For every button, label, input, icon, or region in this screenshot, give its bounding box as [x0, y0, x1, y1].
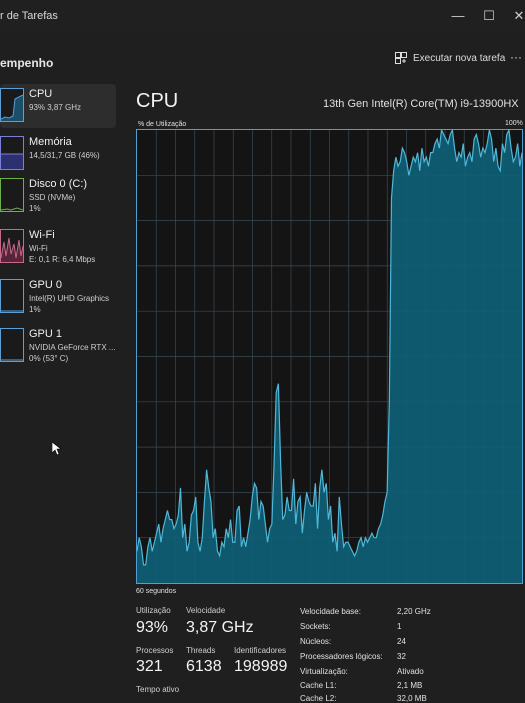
window-title: r de Tarefas: [0, 10, 58, 22]
title-bar: r de Tarefas — ☐ ✕: [0, 0, 525, 32]
cpu-model-name: 13th Gen Intel(R) Core(TM) i9-13900HX: [323, 98, 519, 110]
uptime-label: Tempo ativo: [136, 685, 180, 694]
cpu-sparkline: [0, 88, 24, 122]
minimize-button[interactable]: —: [451, 8, 465, 23]
wifi-sparkline: [0, 229, 24, 263]
detail-key: Cache L2:: [300, 694, 337, 703]
disk-sparkline: [0, 178, 24, 212]
sidebar-item-name: Wi-Fi: [29, 229, 55, 241]
handles-label: Identificadores: [234, 646, 287, 655]
detail-key: Sockets:: [300, 622, 331, 631]
speed-label: Velocidade: [186, 606, 226, 615]
threads-value: 6138: [186, 658, 222, 675]
max-axis-label: 100%: [505, 120, 523, 127]
sidebar-item-detail: 93% 3,87 GHz: [29, 103, 82, 112]
mouse-cursor-icon: [52, 442, 62, 456]
detail-value: Ativado: [397, 667, 424, 676]
sidebar-item-detail: 14,5/31,7 GB (46%): [29, 151, 100, 160]
page-heading: CPU: [136, 90, 179, 112]
close-button[interactable]: ✕: [513, 8, 525, 23]
speed-value: 3,87 GHz: [186, 619, 254, 636]
sidebar-item-throughput: E: 0,1 R: 6,4 Mbps: [29, 255, 96, 264]
detail-value: 32,0 MB: [397, 694, 427, 703]
processes-label: Processos: [136, 646, 174, 655]
memory-sparkline: [0, 136, 24, 170]
sidebar-item-detail: Wi-Fi: [29, 244, 48, 253]
detail-value: 32: [397, 652, 406, 661]
run-new-task-label: Executar nova tarefa: [413, 52, 506, 64]
sidebar-item-usage: 1%: [29, 204, 41, 213]
detail-value: 2,20 GHz: [397, 607, 431, 616]
sidebar-item-gpu1[interactable]: GPU 1 NVIDIA GeForce RTX ... 0% (53° C): [0, 324, 116, 368]
sidebar-item-memory[interactable]: Memória 14,5/31,7 GB (46%): [0, 132, 116, 176]
processes-value: 321: [136, 658, 163, 675]
sidebar-item-wifi[interactable]: Wi-Fi Wi-Fi E: 0,1 R: 6,4 Mbps: [0, 225, 116, 269]
detail-value: 1: [397, 622, 402, 631]
sidebar-item-cpu[interactable]: CPU 93% 3,87 GHz: [0, 84, 116, 128]
page-title: empenho: [0, 56, 54, 70]
sidebar-item-name: Disco 0 (C:): [29, 178, 88, 190]
threads-label: Threads: [186, 646, 216, 655]
sidebar-item-detail: SSD (NVMe): [29, 193, 76, 202]
sidebar-item-name: GPU 0: [29, 279, 63, 291]
utilization-label: Utilização: [136, 606, 171, 615]
utilization-value: 93%: [136, 619, 169, 636]
detail-key: Processadores lógicos:: [300, 652, 383, 661]
sidebar-item-gpu0[interactable]: GPU 0 Intel(R) UHD Graphics 1%: [0, 275, 116, 319]
utilization-axis-label: % de Utilização: [138, 121, 187, 128]
more-options-icon[interactable]: ···: [510, 50, 522, 64]
cpu-usage-line: [136, 127, 523, 566]
detail-key: Cache L1:: [300, 681, 337, 690]
detail-value: 2,1 MB: [397, 681, 423, 690]
time-axis-label: 60 segundos: [136, 588, 177, 595]
detail-key: Virtualização:: [300, 667, 348, 676]
detail-key: Núcleos:: [300, 637, 332, 646]
gpu0-sparkline: [0, 279, 24, 313]
maximize-button[interactable]: ☐: [483, 8, 495, 23]
sidebar-item-usage: 1%: [29, 305, 41, 314]
run-new-task-button[interactable]: Executar nova tarefa: [395, 52, 505, 64]
sidebar-item-detail: Intel(R) UHD Graphics: [29, 294, 110, 303]
handles-value: 198989: [234, 658, 288, 675]
sidebar-item-name: CPU: [29, 88, 53, 100]
cpu-utilization-chart: [136, 127, 523, 584]
sidebar-item-usage: 0% (53° C): [29, 354, 69, 363]
sidebar-item-name: GPU 1: [29, 328, 63, 340]
page-header: empenho: [0, 40, 525, 80]
sidebar-item-disk[interactable]: Disco 0 (C:) SSD (NVMe) 1%: [0, 174, 116, 218]
sidebar: CPU 93% 3,87 GHz Memória 14,5/31,7 GB (4…: [0, 82, 118, 700]
cpu-chart-svg: [136, 127, 523, 583]
detail-key: Velocidade base:: [300, 607, 361, 616]
sidebar-item-name: Memória: [29, 136, 72, 148]
run-task-icon: [395, 52, 407, 64]
cpu-usage-area: [137, 130, 522, 583]
detail-value: 24: [397, 637, 406, 646]
sidebar-item-detail: NVIDIA GeForce RTX ...: [29, 343, 116, 352]
gpu1-sparkline: [0, 328, 24, 362]
